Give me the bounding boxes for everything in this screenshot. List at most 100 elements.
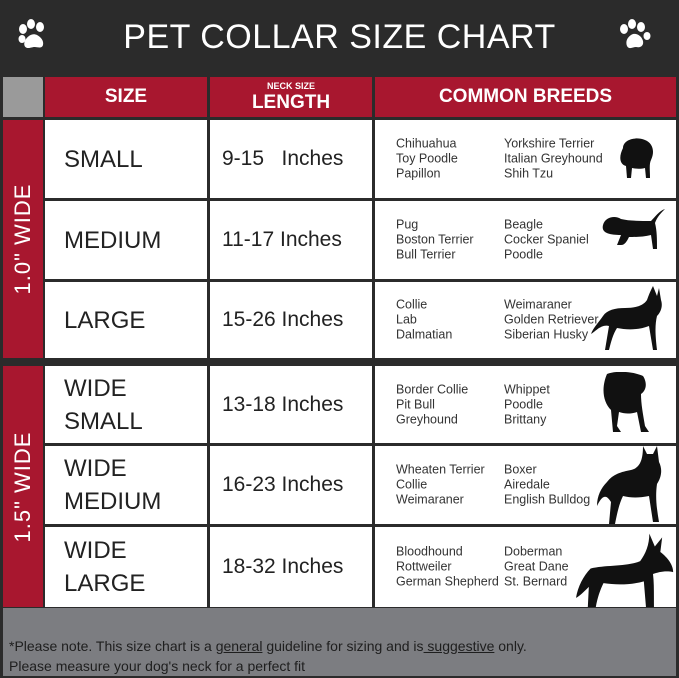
size-label: SMALL — [64, 407, 143, 435]
breed-name: St. Bernard — [504, 574, 568, 589]
breeds-column: Chihuahua Toy Poodle Papillon — [396, 137, 458, 182]
length-value: 16-23 Inches — [222, 473, 344, 496]
pitbull-silhouette-icon — [597, 446, 662, 524]
breed-name: Bull Terrier — [396, 247, 456, 262]
page-title: PET COLLAR SIZE CHART — [123, 18, 556, 56]
breeds-column: Beagle Cocker Spaniel Poodle — [504, 218, 589, 263]
length-value: 15-26 Inches — [222, 308, 344, 331]
footer-text-underlined: suggestive — [423, 638, 495, 654]
footer-line-1: *Please note. This size chart is a gener… — [9, 636, 676, 656]
breed-name: Beagle — [504, 217, 543, 232]
length-cell: 18-32 Inches — [210, 527, 372, 607]
breed-name: Weimaraner — [396, 492, 464, 507]
doberman-silhouette-icon — [576, 533, 674, 607]
header-size: SIZE — [45, 77, 207, 117]
paw-icon — [620, 19, 651, 49]
size-label: WIDE — [64, 455, 127, 482]
breeds-column: Wheaten Terrier Collie Weimaraner — [396, 463, 485, 508]
breeds-cell: Bloodhound Rottweiler German Shepherd Dobe… — [375, 527, 676, 607]
length-cell: 16-23 Inches — [210, 446, 372, 524]
breed-name: Cocker Spaniel — [504, 232, 589, 247]
paw-icon — [18, 19, 44, 48]
header-breeds: COMMON BREEDS — [375, 77, 676, 117]
breeds-column: Collie Lab Dalmatian — [396, 298, 452, 343]
breed-name: Pit Bull — [396, 397, 435, 411]
breeds-cell: Wheaten Terrier Collie Weimaraner Boxer Air… — [375, 446, 676, 524]
length-cell: 11-17 Inches — [210, 201, 372, 279]
breed-name: Toy Poodle — [396, 151, 458, 166]
group-band-1-5in: 1.5" WIDE — [3, 366, 43, 607]
length-cell: 13-18 Inches — [210, 366, 372, 443]
bulldog-silhouette-icon — [603, 372, 649, 432]
breed-name: Rottweiler — [396, 559, 452, 574]
breeds-cell: Border Collie Pit Bull Greyhound Whippet Po… — [375, 366, 676, 443]
size-label: WIDE — [64, 537, 127, 564]
size-cell: LARGE — [45, 282, 207, 358]
size-cell: WIDE LARGE — [45, 527, 207, 607]
footer-text-underlined: general — [215, 638, 263, 654]
footer-text: only. — [494, 638, 527, 654]
breed-name: Chihuahua — [396, 136, 457, 151]
breed-name: Brittany — [504, 412, 547, 426]
header-size-label: SIZE — [104, 86, 148, 107]
breed-name: Border Collie — [396, 382, 469, 396]
header-breeds-label: COMMON BREEDS — [438, 86, 613, 107]
dachshund-silhouette-icon — [602, 209, 665, 249]
breed-name: Lab — [396, 312, 417, 327]
breed-name: Italian Greyhound — [504, 151, 603, 166]
size-cell: WIDE MEDIUM — [45, 446, 207, 524]
breeds-column: Weimaraner Golden Retriever Siberian Husky — [504, 298, 599, 343]
breed-name: Collie — [396, 297, 428, 312]
breed-name: English Bulldog — [504, 492, 591, 507]
length-value: 18-32 Inches — [222, 555, 344, 578]
breed-name: Greyhound — [396, 412, 458, 426]
breed-name: Papillon — [396, 166, 441, 181]
size-label: WIDE — [64, 374, 127, 402]
breed-name: Boston Terrier — [396, 232, 474, 247]
group-label: 1.0" WIDE — [10, 183, 35, 295]
breed-name: Dalmatian — [396, 327, 453, 342]
breed-name: Wheaten Terrier — [396, 462, 485, 477]
header-length-label: LENGTH — [251, 92, 331, 113]
header-neck-size-label: NECK SIZE — [266, 81, 315, 91]
breed-name: Weimaraner — [504, 297, 572, 312]
breed-name: Siberian Husky — [504, 327, 589, 342]
group-band-1in: 1.0" WIDE — [3, 120, 43, 358]
length-cell: 9-15 Inches — [210, 120, 372, 198]
breed-name: Whippet — [504, 382, 550, 396]
header-length: NECK SIZE LENGTH — [210, 77, 372, 117]
size-label: MEDIUM — [64, 226, 162, 254]
size-label: LARGE — [64, 570, 146, 597]
shepherd-silhouette-icon — [591, 286, 662, 350]
size-cell: WIDE SMALL — [45, 366, 207, 443]
breed-name: Pug — [396, 217, 419, 232]
size-label: LARGE — [64, 306, 146, 334]
length-value: 11-17 Inches — [222, 228, 342, 251]
footer-text: guideline for sizing and is — [262, 638, 424, 654]
small-dog-silhouette-icon — [620, 138, 653, 178]
size-cell: MEDIUM — [45, 201, 207, 279]
footer-text: *Please note. This size chart is a — [9, 638, 216, 654]
breed-name: Bloodhound — [396, 544, 463, 559]
length-cell: 15-26 Inches — [210, 282, 372, 358]
breeds-column: Yorkshire Terrier Italian Greyhound Shih T… — [504, 137, 603, 182]
breeds-cell: Pug Boston Terrier Bull Terrier Beagle Cock… — [375, 201, 676, 279]
breeds-column: Doberman Great Dane St. Bernard — [504, 545, 569, 590]
breed-name: Great Dane — [504, 559, 569, 574]
breed-name: German Shepherd — [396, 574, 499, 589]
length-value: 9-15 Inches — [222, 147, 344, 170]
breeds-column: Bloodhound Rottweiler German Shepherd — [396, 545, 499, 590]
breed-name: Golden Retriever — [504, 312, 599, 327]
footer-line-2: Please measure your dog's neck for a per… — [9, 658, 306, 674]
breed-name: Poodle — [504, 397, 543, 411]
footer-note: *Please note. This size chart is a gener… — [3, 608, 676, 676]
group-label: 1.5" WIDE — [10, 431, 35, 542]
breed-name: Boxer — [504, 462, 537, 477]
breeds-column: Boxer Airedale English Bulldog — [504, 463, 590, 508]
corner-cell — [3, 77, 43, 117]
breeds-column: Pug Boston Terrier Bull Terrier — [396, 218, 474, 263]
size-label: SMALL — [64, 145, 143, 173]
length-value: 13-18 Inches — [222, 392, 344, 416]
breed-name: Poodle — [504, 247, 543, 262]
size-label: MEDIUM — [64, 488, 162, 515]
